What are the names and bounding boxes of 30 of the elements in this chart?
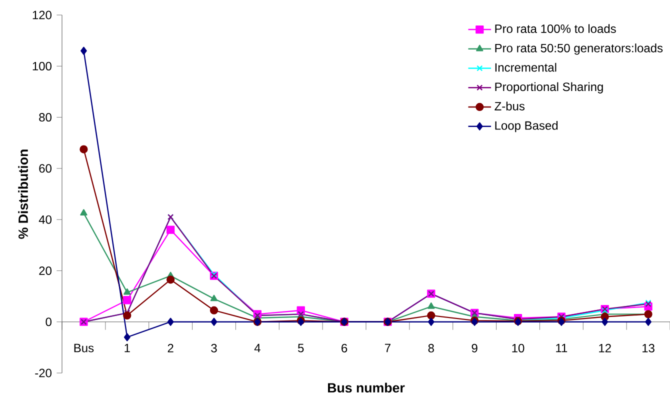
- x-tick-label: 5: [298, 344, 304, 352]
- x-tick-label: 11: [556, 344, 568, 352]
- legend-label: Incremental: [495, 62, 556, 72]
- legend-label: Pro rata 100% to loads: [495, 24, 616, 34]
- x-tick-label: 6: [342, 344, 348, 352]
- x-tick-label: 9: [472, 344, 478, 352]
- y-tick-label: 20: [39, 266, 52, 275]
- y-tick-label: 60: [39, 164, 52, 173]
- legend-label: Pro rata 50:50 generators:loads: [495, 44, 663, 55]
- x-tick-label: 3: [211, 344, 217, 352]
- x-axis-title: Bus number: [328, 382, 405, 393]
- x-tick-label: 7: [384, 344, 390, 352]
- x-tick-label: 12: [599, 344, 611, 352]
- y-tick-label: -20: [35, 368, 52, 378]
- x-tick-label: Bus: [74, 344, 94, 352]
- legend-label: Loop Based: [495, 120, 558, 132]
- y-axis-title: % Distribution: [18, 150, 28, 239]
- y-tick-label: 0: [46, 318, 52, 326]
- x-tick-label: 2: [168, 344, 174, 352]
- x-tick-label: 4: [254, 344, 260, 352]
- x-tick-label: 13: [642, 344, 654, 352]
- y-tick-label: 40: [38, 215, 52, 224]
- y-tick-label: 80: [39, 113, 52, 122]
- x-tick-label: 10: [512, 344, 524, 352]
- x-tick-label: 1: [124, 344, 130, 352]
- legend-label: Z-bus: [494, 102, 525, 110]
- y-tick-label: 100: [32, 62, 52, 70]
- y-tick-label: 120: [32, 10, 52, 20]
- x-tick-label: 8: [428, 344, 434, 352]
- legend-label: Proportional Sharing: [495, 82, 603, 94]
